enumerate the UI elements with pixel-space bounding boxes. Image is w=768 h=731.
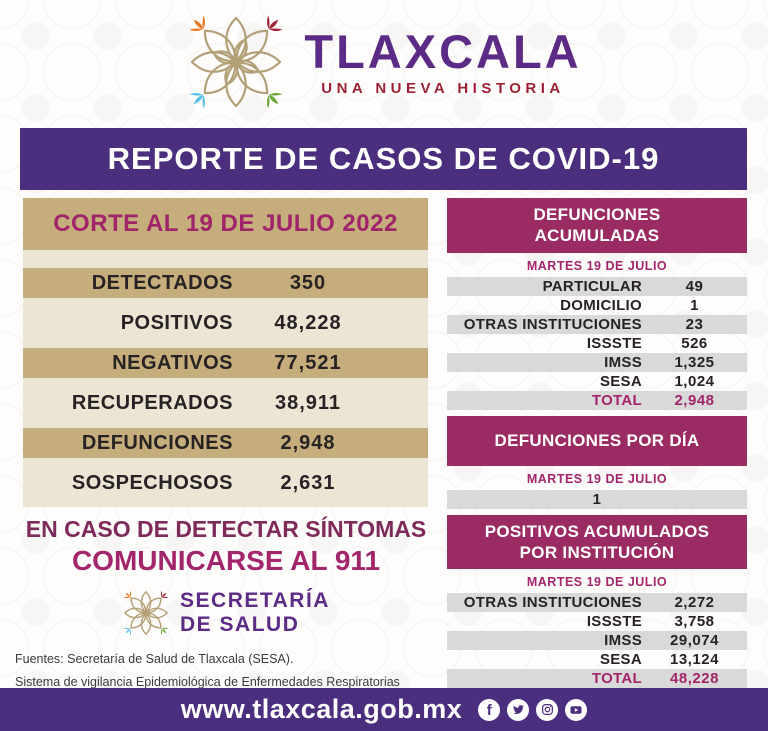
defunciones-por-dia-rows: 1 xyxy=(447,489,747,509)
facebook-icon[interactable]: f xyxy=(478,698,501,721)
section-date: MARTES 19 DE JULIO xyxy=(526,471,668,486)
table-row: IMSS 1,325 xyxy=(447,352,747,372)
emergency-call-line: COMUNICARSE AL 911 xyxy=(71,545,381,576)
ministry-name-line: DE SALUD xyxy=(180,613,300,637)
table-row: RECUPERADOS 38,911 xyxy=(71,391,342,414)
table-row: DOMICILIO 1 xyxy=(560,296,699,314)
summary-panel-header: CORTE AL 19 DE JULIO 2022 xyxy=(23,198,428,250)
table-row: IMSS 29,074 xyxy=(447,631,747,650)
table-row: NEGATIVOS 77,521 xyxy=(23,348,428,378)
table-row: OTRAS INSTITUCIONES 2,272 xyxy=(447,593,747,612)
table-row: DETECTADOS 350 xyxy=(23,268,428,298)
section-date: MARTES 19 DE JULIO xyxy=(526,575,668,589)
symptoms-line: EN CASO DE DETECTAR SÍNTOMAS xyxy=(25,516,427,542)
brand-name: TLAXCALA xyxy=(304,24,582,78)
table-row: ISSSTE 3,758 xyxy=(586,613,715,630)
summary-panel: CORTE AL 19 DE JULIO 2022 DETECTADOS 350… xyxy=(23,198,428,507)
defunciones-acumuladas-rows: PARTICULAR 49 DOMICILIO 1 OTRAS INSTITUC… xyxy=(447,276,747,410)
table-row: OTRAS INSTITUCIONES 23 xyxy=(447,314,747,334)
health-ministry-logo: SECRETARÍA DE SALUD xyxy=(0,589,452,637)
section-title-defunciones-por-dia: DEFUNCIONES POR DÍA xyxy=(447,415,747,466)
youtube-icon[interactable] xyxy=(565,698,588,721)
symptoms-notice: EN CASO DE DETECTAR SÍNTOMAS COMUNICARSE… xyxy=(0,516,452,577)
section-date: MARTES 19 DE JULIO xyxy=(526,258,668,273)
table-row: DEFUNCIONES 2,948 xyxy=(23,428,428,458)
section-title-defunciones-acumuladas: DEFUNCIONES ACUMULADAS xyxy=(447,198,747,253)
detail-panel: DEFUNCIONES ACUMULADAS MARTES 19 DE JULI… xyxy=(447,198,747,688)
summary-rows: DETECTADOS 350 POSITIVOS 48,228 NEGATIVO… xyxy=(23,268,428,498)
table-row-total: TOTAL 48,228 xyxy=(447,669,747,688)
footer-bar: www.tlaxcala.gob.mx f xyxy=(0,688,768,731)
table-row: SESA 13,124 xyxy=(599,651,719,668)
tlaxcala-flower-icon xyxy=(187,12,286,112)
table-row: ISSSTE 526 xyxy=(586,334,708,352)
source-line: Fuentes: Secretaría de Salud de Tlaxcala… xyxy=(15,652,294,666)
table-row: POSITIVOS 48,228 xyxy=(120,311,342,334)
salud-flower-icon xyxy=(122,589,170,637)
table-row: 1 xyxy=(447,489,747,509)
instagram-icon[interactable] xyxy=(536,698,559,721)
page-title: REPORTE DE CASOS DE COVID-19 xyxy=(20,128,747,190)
brand-header: TLAXCALA UNA NUEVA HISTORIA xyxy=(0,12,768,112)
positivos-acumulados-rows: OTRAS INSTITUCIONES 2,272 ISSSTE 3,758 I… xyxy=(447,593,747,688)
table-row-total: TOTAL 2,948 xyxy=(447,390,747,410)
table-row: PARTICULAR 49 xyxy=(447,276,747,296)
ministry-name-line: SECRETARÍA xyxy=(180,589,330,612)
brand-tagline: UNA NUEVA HISTORIA xyxy=(321,79,565,97)
twitter-icon[interactable] xyxy=(507,698,530,721)
table-row: SOSPECHOSOS 2,631 xyxy=(71,471,336,494)
section-title-positivos-acumulados: POSITIVOS ACUMULADOS POR INSTITUCIÓN xyxy=(447,514,747,569)
social-icons: f xyxy=(478,698,588,721)
table-row: SESA 1,024 xyxy=(599,372,715,390)
website-url[interactable]: www.tlaxcala.gob.mx xyxy=(180,694,463,724)
